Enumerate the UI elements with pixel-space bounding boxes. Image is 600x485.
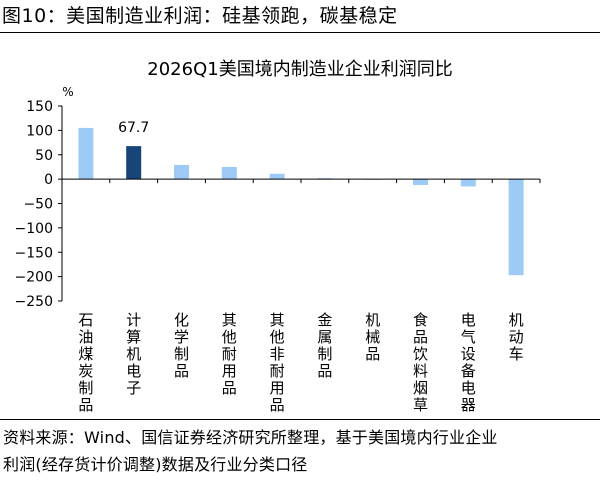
category-label: 机械品 (365, 311, 380, 363)
y-tick-label: −50 (23, 197, 53, 213)
x-axis (61, 178, 541, 184)
y-axis-unit: % (62, 85, 73, 99)
chart-title: 2026Q1美国境内制造业企业利润同比 (147, 59, 452, 80)
category-label: 机动车 (509, 311, 524, 363)
category-label: 计算机电子 (126, 311, 141, 397)
category-label: 其他耐用品 (222, 311, 237, 397)
source-note: 资料来源：Wind、国信证券经济研究所整理，基于美国境内行业企业 利润(经存货计… (3, 424, 597, 478)
y-axis: 150 100 50 0 −50 −100 −150 −200 −250 (15, 99, 63, 310)
y-tick-label: −150 (15, 245, 53, 261)
y-tick-label: −100 (15, 221, 53, 237)
figure-title: 图10：美国制造业利润：硅基领跑，碳基稳定 (2, 5, 398, 27)
y-tick-label: −250 (15, 294, 53, 310)
category-label: 电气设备电器 (461, 311, 476, 414)
bar-chart: 2026Q1美国境内制造业企业利润同比 % 150 100 50 0 −50 −100 −1… (15, 59, 541, 414)
category-labels: 石油煤炭制品 计算机电子 化学制品 其他耐用品 其他非耐用品 金属制品 机械品 食品饮料烟草 电… (78, 311, 523, 414)
category-label: 石油煤炭制品 (78, 311, 93, 414)
top-rule (0, 32, 600, 33)
bottom-rule (0, 419, 600, 420)
category-label: 食品饮料烟草 (413, 311, 428, 414)
y-tick-label: 100 (26, 123, 53, 139)
bar (269, 173, 285, 180)
y-tick-label: 150 (26, 99, 53, 115)
bar (221, 166, 237, 180)
y-tick-label: −200 (15, 270, 53, 286)
data-label: 67.7 (118, 120, 149, 136)
bar (413, 179, 428, 185)
y-tick-label: 0 (44, 172, 53, 188)
category-label: 化学制品 (174, 311, 189, 380)
data-labels: 67.7 (118, 120, 149, 136)
bar (174, 164, 189, 180)
source-line-1: 资料来源：Wind、国信证券经济研究所整理，基于美国境内行业企业 (3, 428, 498, 447)
bar (460, 179, 476, 187)
bars (78, 127, 524, 276)
category-label: 其他非耐用品 (270, 311, 285, 414)
category-label: 金属制品 (317, 311, 332, 380)
bar (126, 146, 142, 180)
bar (78, 127, 94, 180)
y-tick-label: 50 (35, 148, 53, 164)
source-line-2: 利润(经存货计价调整)数据及行业分类口径 (3, 455, 308, 474)
bar (508, 179, 524, 276)
